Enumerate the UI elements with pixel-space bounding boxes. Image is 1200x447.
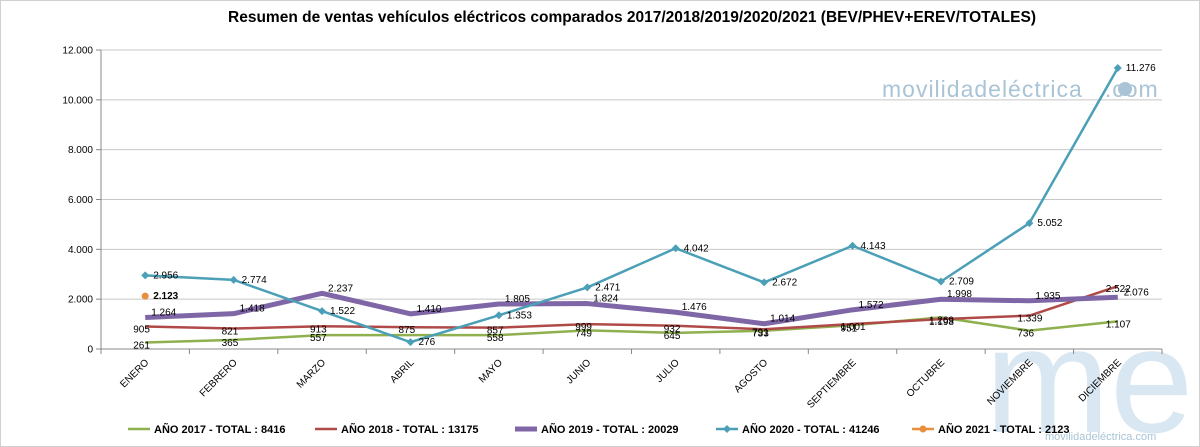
series-3-data-label: 1.998 (947, 289, 972, 300)
legend-item-1-label: AÑO 2017 - TOTAL : 8416 (154, 423, 285, 436)
watermark-dot-icon (1118, 82, 1132, 96)
series-3-line (145, 290, 1118, 327)
series-4-data-label: 1.522 (330, 306, 355, 317)
series-3-data-label: 1.014 (770, 314, 795, 325)
legend-item-3-label: AÑO 2019 - TOTAL : 20029 (541, 423, 679, 436)
series-4-point (671, 244, 680, 253)
series-3-data-label: 1.935 (1035, 291, 1060, 302)
gridlines (101, 49, 1162, 350)
y-tick-label: 6.000 (68, 195, 93, 206)
series-2-data-label: 999 (575, 322, 592, 333)
series-3-data-label: 1.824 (593, 294, 618, 305)
series-2-data-label: 875 (398, 325, 415, 336)
series-2-data-label: 821 (222, 327, 239, 338)
series-3-data-label: 1.476 (682, 302, 707, 313)
series-3-data-label: 1.264 (151, 308, 176, 319)
legend-item-2-label: AÑO 2018 - TOTAL : 13175 (341, 423, 479, 436)
y-tick-label: 4.000 (68, 245, 93, 256)
legend-item-5-marker (919, 425, 927, 433)
watermark-brand: movilidadeléctrica.com (882, 76, 1159, 102)
series-2-data-label: 932 (664, 324, 681, 335)
legend-item-4-marker (723, 425, 731, 433)
series-4-point (848, 241, 857, 250)
series-4-data-label: 1.353 (507, 310, 532, 321)
series-2-data-label: 2.522 (1106, 284, 1131, 295)
series-2-data-label: 857 (487, 326, 504, 337)
series-3-data-label: 1.572 (859, 300, 884, 311)
series-3-data-label: 1.805 (505, 294, 530, 305)
watermark-logo: me (985, 296, 1193, 447)
svg-text:movilidadeléctrica.com: movilidadeléctrica.com (882, 76, 1159, 102)
series-2-data-label: 1.001 (841, 322, 866, 333)
series-4-data-label: 2.672 (772, 277, 797, 288)
series-4-data-label: 2.956 (153, 270, 178, 281)
series-2-data-label: 913 (310, 324, 327, 335)
series-1-data-label: 365 (222, 338, 239, 349)
series-1-data-label: 1.269 (929, 315, 954, 326)
series-4-point (494, 311, 503, 320)
series-4-data-label: 5.052 (1037, 218, 1062, 229)
series-1-data-label: 645 (664, 331, 681, 342)
legend-item-5-label: AÑO 2021 - TOTAL : 2123 (938, 423, 1069, 436)
chart-title: Resumen de ventas vehículos eléctricos c… (228, 9, 1036, 26)
series-4-point (760, 278, 769, 287)
data-labels: 261 365 557 558 749 645 733 951 1.269 736 1.107 905… (133, 63, 1156, 351)
series-4-data-label: 11.276 (1126, 63, 1156, 74)
series-1-data-label: 558 (487, 333, 504, 344)
series-4-data-label: 4.042 (684, 243, 709, 254)
series-4-point (936, 277, 945, 286)
series-4-line (145, 67, 1119, 344)
series-4-point (583, 283, 592, 292)
y-tick-label: 8.000 (68, 145, 93, 156)
series-1-data-label: 557 (310, 333, 327, 344)
y-tick-label: 0 (87, 345, 93, 356)
series-4-data-label: 2.709 (949, 277, 974, 288)
series-1-data-label: 951 (841, 323, 858, 334)
series-4-point (406, 338, 415, 347)
y-axis: 0 2.000 4.000 6.000 8.000 10.000 12.000 (62, 46, 102, 356)
series-2-data-label: 1.339 (1017, 314, 1042, 325)
y-tick-label: 10.000 (62, 95, 93, 106)
series-1-data-label: 749 (575, 328, 592, 339)
y-tick-label: 12.000 (62, 46, 93, 57)
series-4-point (1025, 219, 1034, 228)
series-3-data-label: 2.237 (328, 283, 353, 294)
series-4-point (1113, 64, 1122, 73)
series-5-data-label: 2.123 (153, 291, 178, 302)
watermark-brand-right: eléctrica (988, 76, 1083, 102)
series-4-point (141, 271, 150, 280)
series-2-data-label: 791 (752, 327, 769, 338)
series-4-data-label: 4.143 (861, 241, 886, 252)
series-2-data-label: 1.198 (929, 317, 954, 328)
series-5-point (141, 292, 149, 300)
series-4-data-label: 2.471 (595, 282, 620, 293)
watermark-footer: movilidadeléctrica.com (1045, 431, 1156, 443)
series-group (141, 64, 1122, 347)
series-1-line (145, 316, 1118, 344)
series-3-data-label: 1.418 (240, 304, 265, 315)
series-1-data-label: 736 (1017, 329, 1034, 340)
series-2-line (145, 284, 1119, 331)
series-1-data-label: 1.107 (1106, 319, 1131, 330)
series-4-data-label: 2.774 (242, 275, 267, 286)
series-4-point (229, 275, 238, 284)
series-2-data-label: 905 (133, 324, 150, 335)
series-3-data-label: 2.076 (1124, 287, 1149, 298)
legend: AÑO 2017 - TOTAL : 8416 AÑO 2018 - TOTAL … (128, 423, 1069, 436)
series-1-data-label: 733 (752, 329, 769, 340)
legend-item-4-label: AÑO 2020 - TOTAL : 41246 (742, 423, 880, 436)
y-tick-label: 2.000 (68, 295, 93, 306)
watermark-brand-left: movilidad (882, 76, 988, 102)
series-1-data-label: 261 (133, 340, 150, 351)
series-4-point (318, 307, 327, 316)
series-3-data-label: 1.410 (416, 304, 441, 315)
series-4-data-label: 276 (418, 337, 435, 348)
